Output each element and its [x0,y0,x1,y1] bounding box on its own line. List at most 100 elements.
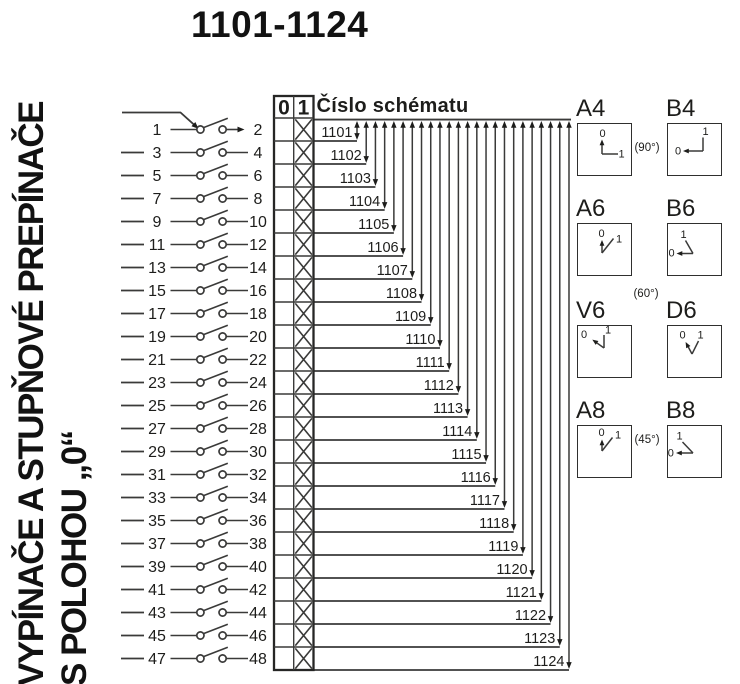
schema-number-label: 1116 [461,470,491,486]
contact-closed-mark [294,555,313,578]
down-arrowhead-icon [354,133,360,140]
contact-closed-mark [294,233,313,256]
terminal-odd-label: 41 [148,582,166,599]
terminal-even-label: 38 [249,536,267,553]
up-arrowhead-icon [455,121,462,128]
position-one-label: 1 [702,126,708,138]
up-arrowhead-icon [409,121,416,128]
contact-terminal [218,608,228,617]
x-mark-stroke [294,555,313,578]
position-label: A8 [576,397,606,424]
contact-terminal [195,332,205,341]
switch-blade [202,623,229,635]
contact-closed-mark [294,141,313,164]
position-diagram-B4: B4 1 0 [666,95,722,176]
down-arrowhead-icon [428,317,434,324]
up-arrowhead-icon [400,121,406,128]
contact-terminal [218,585,228,594]
x-mark-stroke [294,647,313,670]
zero-direction-arrowhead-icon [599,439,605,446]
contact-terminal [195,171,205,180]
zero-direction-arrowhead-icon [592,339,599,345]
schema-cascade-row: 1118 [313,121,517,533]
up-arrowhead-icon [391,121,397,128]
terminal-even-label: 18 [249,306,267,323]
position-diagram-D6: D6 0 1 [666,298,722,378]
contact-closed-mark [294,118,313,141]
position-diagram-A6: A6 0 1 [576,195,632,276]
x-mark-stroke [294,509,313,532]
contact-closed-mark [294,624,313,647]
contact-terminal [218,516,228,525]
schema-number-label: 1118 [479,516,509,532]
contact-closed-mark [294,394,313,417]
terminal-even-label: 32 [249,467,267,484]
schema-cascade-row: 1113 [313,121,471,418]
terminal-even-label: 40 [249,559,267,576]
schema-number-label: 1110 [405,332,435,348]
contact-closed-mark [294,325,313,348]
switch-row: 15 16 [121,278,267,300]
contact-closed-mark [294,440,313,463]
down-arrowhead-icon [455,386,462,393]
schema-cascade-row: 1119 [313,121,526,556]
position-zero-label: 0 [668,448,674,460]
terminal-odd-label: 29 [148,444,166,461]
schema-number-label: 1120 [496,562,527,578]
schema-cascade-row: 1101 [313,121,360,142]
switch-blade [202,117,229,129]
schema-number-label: 1113 [433,401,463,417]
handle-line [595,341,605,349]
terminal-even-label: 28 [249,421,267,438]
position-one-label: 1 [605,326,611,337]
position-one-label: 1 [618,149,624,161]
switch-blade [202,301,229,313]
terminal-even-label: 26 [249,398,267,415]
down-arrowhead-icon [510,524,517,531]
schema-number-label: 1109 [395,309,426,325]
contact-terminal [195,654,205,663]
down-arrowhead-icon [464,409,471,416]
x-mark-stroke [294,187,313,210]
position-label: A6 [576,195,606,222]
contact-terminal [218,539,228,548]
schema-cascade-row: 1122 [313,121,554,625]
handle-line [691,340,700,355]
position-diagram-A4: A4 0 1 [576,96,632,176]
terminal-odd-label: 35 [148,513,166,530]
position-zero-label: 0 [679,330,685,342]
position-label: B4 [666,95,696,122]
schema-number-label: 1101 [321,125,352,141]
terminal-odd-label: 45 [148,628,166,645]
schema-number-label: 1121 [506,585,537,601]
contact-terminal [218,263,228,272]
x-mark-stroke [294,325,313,348]
down-arrowhead-icon [391,225,397,232]
schema-cascade-row: 1103 [313,121,379,188]
terminal-even-label: 16 [249,283,267,300]
switch-blade [202,531,229,543]
contact-closed-mark [294,486,313,509]
position-zero-label: 0 [668,248,674,260]
contact-terminal [195,608,205,617]
down-arrowhead-icon [520,547,526,554]
contact-terminal [218,125,228,134]
terminal-odd-label: 27 [148,421,166,438]
position-glyph-B4: 10 [675,126,709,158]
switch-row: 17 18 [121,301,267,323]
down-arrowhead-icon [557,639,563,646]
schema-cascade-row: 1107 [313,121,416,280]
up-arrowhead-icon [363,121,369,128]
up-arrowhead-icon [474,121,480,128]
table-header-0: 0 [278,97,290,120]
terminal-even-label: 4 [254,145,263,162]
handle-line [681,441,694,454]
switch-blade [202,370,229,382]
